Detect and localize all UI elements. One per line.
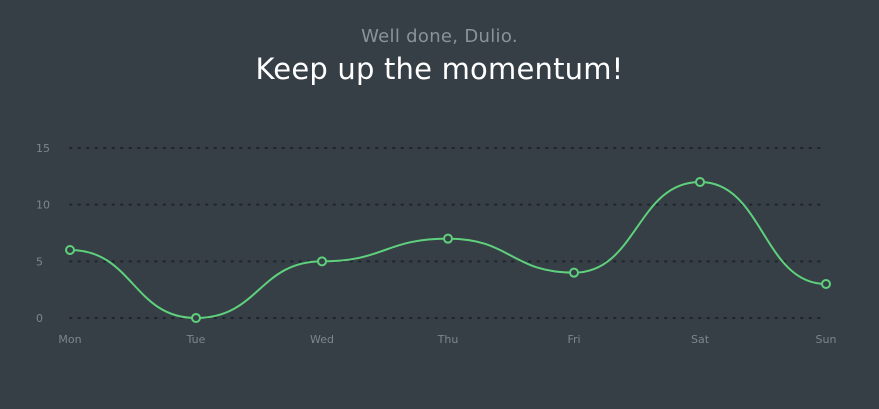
- x-tick-label: Sun: [816, 333, 837, 346]
- x-tick-label: Tue: [186, 333, 206, 346]
- data-point[interactable]: [569, 267, 579, 278]
- data-point[interactable]: [191, 313, 201, 323]
- data-point[interactable]: [821, 279, 831, 289]
- series-line: [69, 180, 827, 320]
- y-axis-ticks: 0 5 10 15: [36, 142, 50, 325]
- x-tick-label: Thu: [437, 333, 459, 346]
- data-point[interactable]: [695, 177, 705, 187]
- y-tick-label: 5: [36, 255, 43, 268]
- data-point[interactable]: [65, 245, 75, 255]
- y-tick-label: 15: [36, 142, 50, 155]
- x-tick-label: Wed: [310, 333, 334, 346]
- y-tick-label: 10: [36, 199, 50, 212]
- x-tick-label: Mon: [58, 333, 81, 346]
- point-markers: [65, 177, 831, 323]
- headline-text: Keep up the momentum!: [255, 52, 624, 86]
- x-axis-ticks: Mon Tue Wed Thu Fri Sat Sun: [58, 333, 836, 346]
- x-tick-label: Sat: [691, 333, 710, 346]
- data-point[interactable]: [317, 256, 327, 267]
- x-tick-label: Fri: [567, 333, 580, 346]
- y-tick-label: 0: [36, 312, 43, 325]
- series-layer: [69, 180, 827, 320]
- greeting-text: Well done, Dulio.: [361, 26, 518, 47]
- grid-lines: [69, 147, 827, 319]
- data-point[interactable]: [443, 233, 453, 244]
